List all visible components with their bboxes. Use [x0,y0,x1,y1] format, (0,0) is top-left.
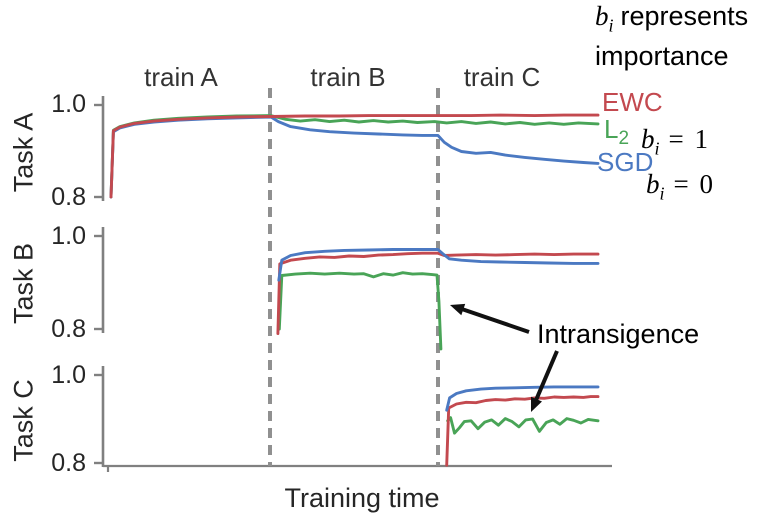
taskA-axis-label: Task A [8,112,39,193]
series-sgd-panel-1 [277,248,600,282]
importance-note: bi represents importance [595,1,781,72]
annotation-arrowhead [450,303,466,316]
legend-l2-base: L [604,114,619,144]
b0-eq: = 0 [673,169,715,199]
series-sgd-panel-2 [445,385,600,412]
importance-note-text: represents importance [595,1,749,72]
series-ewc-panel-2 [445,395,600,467]
intransigence-label: Intransigence [537,319,700,349]
taskA-ytick-0.8: 0.8 [51,183,86,211]
legend-l2: L2 [604,114,629,150]
taskC-ytick-1.0: 1.0 [51,361,86,389]
series-ewc-panel-0 [109,113,600,199]
phase-label-train-C: train C [463,62,541,92]
series-l2-panel-1 [277,271,443,351]
b-equals-0-label: bi = 0 [646,169,715,204]
taskB-ytick-1.0: 1.0 [51,222,86,250]
phase-label-train-A: train A [144,62,218,92]
x-axis-label: Training time [284,483,440,513]
series-l2-panel-2 [446,416,600,435]
b1-eq: = 1 [668,124,710,154]
taskC-ytick-0.8: 0.8 [51,449,86,477]
taskA-ytick-1.0: 1.0 [51,90,86,118]
annotation-arrow-line [532,350,559,405]
b-equals-1-label: bi = 1 [641,124,710,159]
annotation-arrowhead [531,396,542,412]
series-ewc-panel-1 [276,251,600,336]
taskB-axis-label: Task B [8,242,39,325]
legend-ewc: EWC [602,87,663,117]
legend-l2-sub: 2 [618,128,630,150]
importance-note-sub: i [608,15,614,36]
taskB-ytick-0.8: 0.8 [51,315,86,343]
b1-var: b [641,124,655,154]
series-sgd-panel-0 [109,115,600,199]
taskC-axis-label: Task C [8,379,39,462]
b1-sub: i [654,138,660,159]
annotation-arrow-line [457,306,530,334]
b0-sub: i [659,183,665,204]
b0-var: b [646,169,660,199]
phase-label-train-B: train B [310,62,386,92]
importance-note-var: b [595,1,609,31]
legend-sgd: SGD [597,147,654,177]
